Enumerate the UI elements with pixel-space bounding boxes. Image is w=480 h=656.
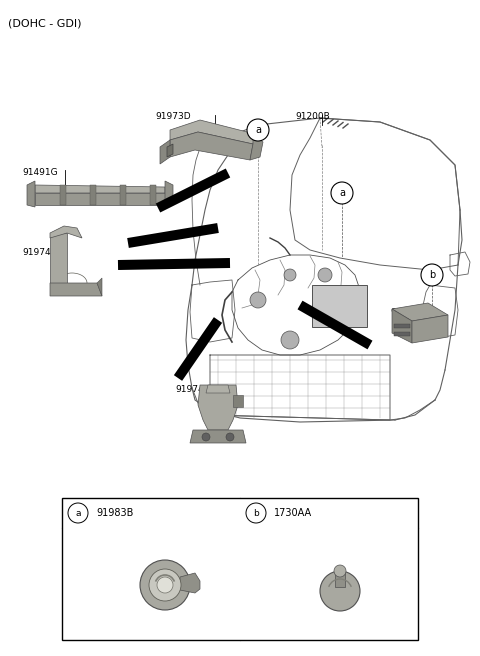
Text: 91974C: 91974C [22, 248, 57, 257]
Polygon shape [50, 226, 82, 238]
Circle shape [246, 503, 266, 523]
Text: 91973C: 91973C [390, 308, 425, 317]
Polygon shape [165, 181, 173, 207]
Circle shape [247, 119, 269, 141]
Polygon shape [97, 278, 102, 296]
Text: 1730AA: 1730AA [274, 508, 312, 518]
Polygon shape [206, 385, 230, 393]
Circle shape [318, 268, 332, 282]
Bar [394, 324, 410, 328]
Bar [394, 332, 410, 336]
Circle shape [140, 560, 190, 610]
Polygon shape [35, 185, 165, 193]
Circle shape [250, 292, 266, 308]
Text: b: b [253, 508, 259, 518]
Polygon shape [156, 169, 230, 213]
Polygon shape [60, 185, 66, 205]
Circle shape [320, 571, 360, 611]
Polygon shape [392, 309, 412, 343]
Polygon shape [160, 140, 170, 164]
Circle shape [331, 182, 353, 204]
Polygon shape [198, 385, 238, 430]
Polygon shape [190, 430, 246, 443]
Bar [312, 285, 367, 327]
Polygon shape [170, 120, 255, 144]
Text: 91200B: 91200B [295, 112, 330, 121]
Polygon shape [120, 185, 126, 205]
Polygon shape [127, 223, 219, 248]
Polygon shape [335, 571, 345, 587]
Circle shape [284, 269, 296, 281]
Circle shape [202, 433, 210, 441]
Polygon shape [35, 193, 165, 205]
Circle shape [334, 565, 346, 577]
Polygon shape [180, 573, 200, 593]
Polygon shape [298, 300, 372, 350]
Polygon shape [27, 181, 35, 207]
Polygon shape [50, 233, 67, 288]
Polygon shape [90, 185, 96, 205]
Circle shape [226, 433, 234, 441]
Circle shape [281, 331, 299, 349]
Polygon shape [174, 317, 222, 381]
Text: (DOHC - GDI): (DOHC - GDI) [8, 18, 82, 28]
Text: a: a [255, 125, 261, 135]
Text: a: a [339, 188, 345, 198]
Polygon shape [150, 185, 156, 205]
Text: 91974B: 91974B [175, 385, 210, 394]
Circle shape [421, 264, 443, 286]
Text: 91983B: 91983B [96, 508, 133, 518]
Polygon shape [50, 283, 102, 296]
Bar [233, 395, 243, 407]
Text: 91491G: 91491G [22, 168, 58, 177]
Text: a: a [75, 508, 81, 518]
Polygon shape [167, 144, 173, 157]
Circle shape [157, 577, 173, 593]
Bar [62, 498, 418, 640]
Polygon shape [118, 258, 230, 270]
Polygon shape [170, 132, 253, 160]
Text: 91973D: 91973D [155, 112, 191, 121]
Polygon shape [392, 303, 448, 321]
Circle shape [149, 569, 181, 601]
Polygon shape [250, 134, 263, 160]
Circle shape [68, 503, 88, 523]
Polygon shape [412, 315, 448, 343]
Text: b: b [429, 270, 435, 280]
